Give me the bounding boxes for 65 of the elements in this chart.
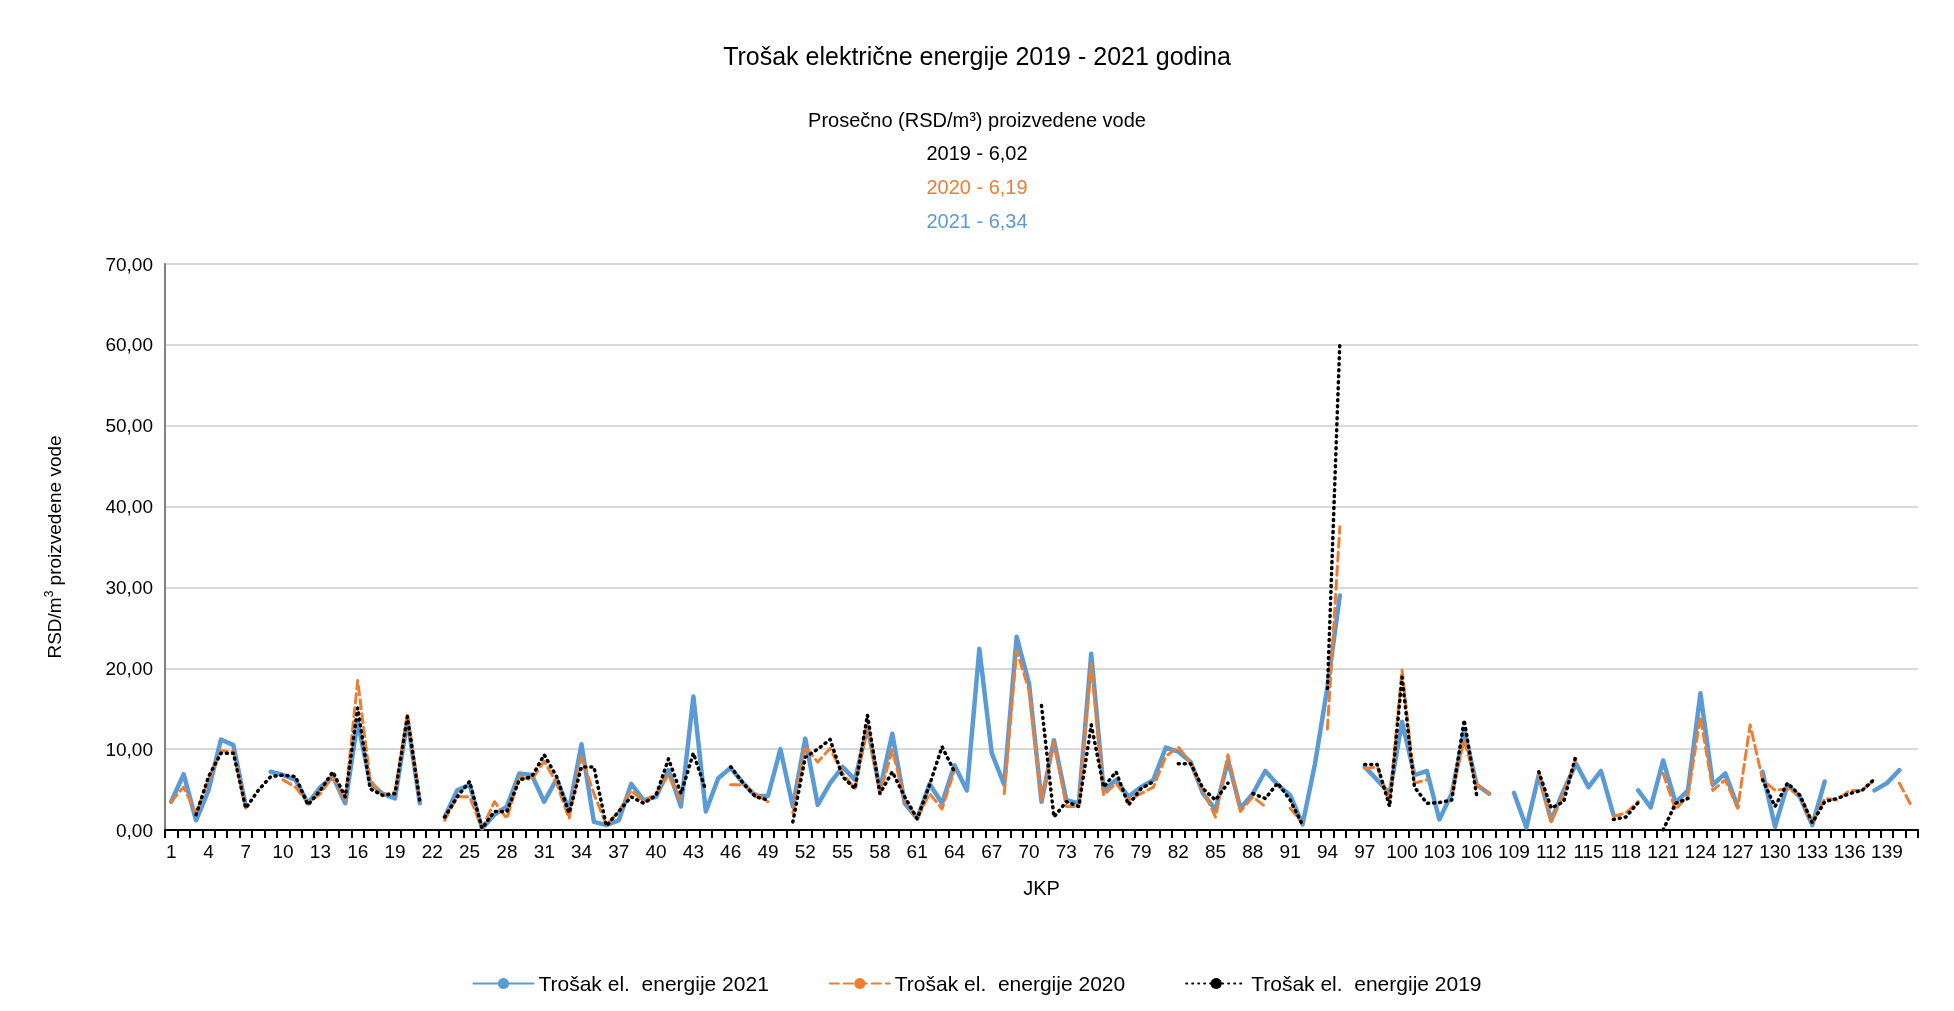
x-tick-label: 37: [608, 841, 630, 862]
x-tick-label: 10: [272, 841, 294, 862]
x-tick-label: 46: [720, 841, 742, 862]
y-tick-label: 30,00: [105, 576, 153, 598]
x-tick-label: 43: [682, 841, 704, 862]
x-tick-label: 139: [1871, 841, 1903, 862]
x-tick-label: 79: [1130, 841, 1152, 862]
x-tick-label: 19: [384, 841, 406, 862]
y-axis-title: RSD/m3 proizvedene vode: [42, 435, 65, 659]
x-tick-label: 109: [1498, 841, 1530, 862]
x-tick-label: 121: [1647, 841, 1679, 862]
chart-title: Trošak električne energije 2019 - 2021 godina: [723, 41, 1231, 70]
x-tick-label: 127: [1721, 841, 1754, 862]
x-tick-label: 55: [832, 841, 854, 862]
y-tick-label: 60,00: [105, 334, 153, 356]
x-tick-label: 7: [240, 841, 252, 862]
x-tick-label: 73: [1055, 841, 1077, 862]
x-tick-label: 88: [1242, 841, 1264, 862]
x-tick-label: 28: [496, 841, 518, 862]
x-tick-label: 16: [347, 841, 369, 862]
x-tick-label: 31: [533, 841, 555, 862]
x-tick-label: 61: [906, 841, 928, 862]
y-tick-label: 10,00: [105, 738, 153, 760]
x-tick-label: 97: [1354, 841, 1376, 862]
x-tick-label: 67: [981, 841, 1003, 862]
x-tick-label: 85: [1204, 841, 1227, 862]
legend-label: Trošak el. energije 2019: [1251, 972, 1482, 995]
y-tick-label: 40,00: [105, 496, 153, 518]
x-tick-label: 133: [1796, 841, 1829, 862]
x-tick-label: 130: [1759, 841, 1791, 862]
x-tick-label: 136: [1833, 841, 1866, 862]
x-tick-label: 4: [203, 841, 215, 862]
x-tick-label: 103: [1423, 841, 1456, 862]
x-tick-label: 52: [794, 841, 816, 862]
legend-label: Trošak el. energije 2020: [894, 972, 1126, 995]
legend-label: Trošak el. energije 2021: [538, 972, 769, 995]
text: 2020 - 6,19: [926, 176, 1028, 198]
x-tick-label: 49: [757, 841, 779, 862]
x-tick-label: 124: [1684, 841, 1717, 862]
x-tick-label: 40: [645, 841, 667, 862]
x-tick-label: 118: [1610, 841, 1641, 862]
x-tick-label: 76: [1093, 841, 1115, 862]
x-tick-label: 112: [1536, 841, 1567, 862]
text: 2021 - 6,34: [926, 210, 1028, 232]
y-tick-label: 50,00: [105, 415, 153, 437]
x-tick-label: 82: [1167, 841, 1189, 862]
x-tick-label: 22: [421, 841, 443, 862]
x-tick-label: 70: [1018, 841, 1040, 862]
x-tick-label: 106: [1460, 841, 1493, 862]
x-tick-label: 34: [570, 841, 593, 862]
x-tick-label: 94: [1316, 841, 1339, 862]
y-tick-label: 0,00: [116, 819, 153, 841]
y-tick-label: 20,00: [105, 657, 153, 679]
x-tick-label: 100: [1386, 841, 1418, 862]
x-tick-label: 58: [869, 841, 891, 862]
y-tick-label: 70,00: [105, 253, 153, 275]
x-tick-label: 1: [165, 841, 177, 862]
x-tick-label: 115: [1573, 841, 1604, 862]
x-tick-label: 91: [1279, 841, 1301, 862]
x-tick-label: 64: [943, 841, 966, 862]
x-tick-label: 25: [459, 841, 481, 862]
x-axis-title: JKP: [1023, 877, 1060, 899]
x-tick-label: 13: [309, 841, 331, 862]
text: 2019 - 6,02: [926, 142, 1028, 164]
chart-subtitle: Prosečno (RSD/m³) proizvedene vode: [808, 109, 1146, 131]
